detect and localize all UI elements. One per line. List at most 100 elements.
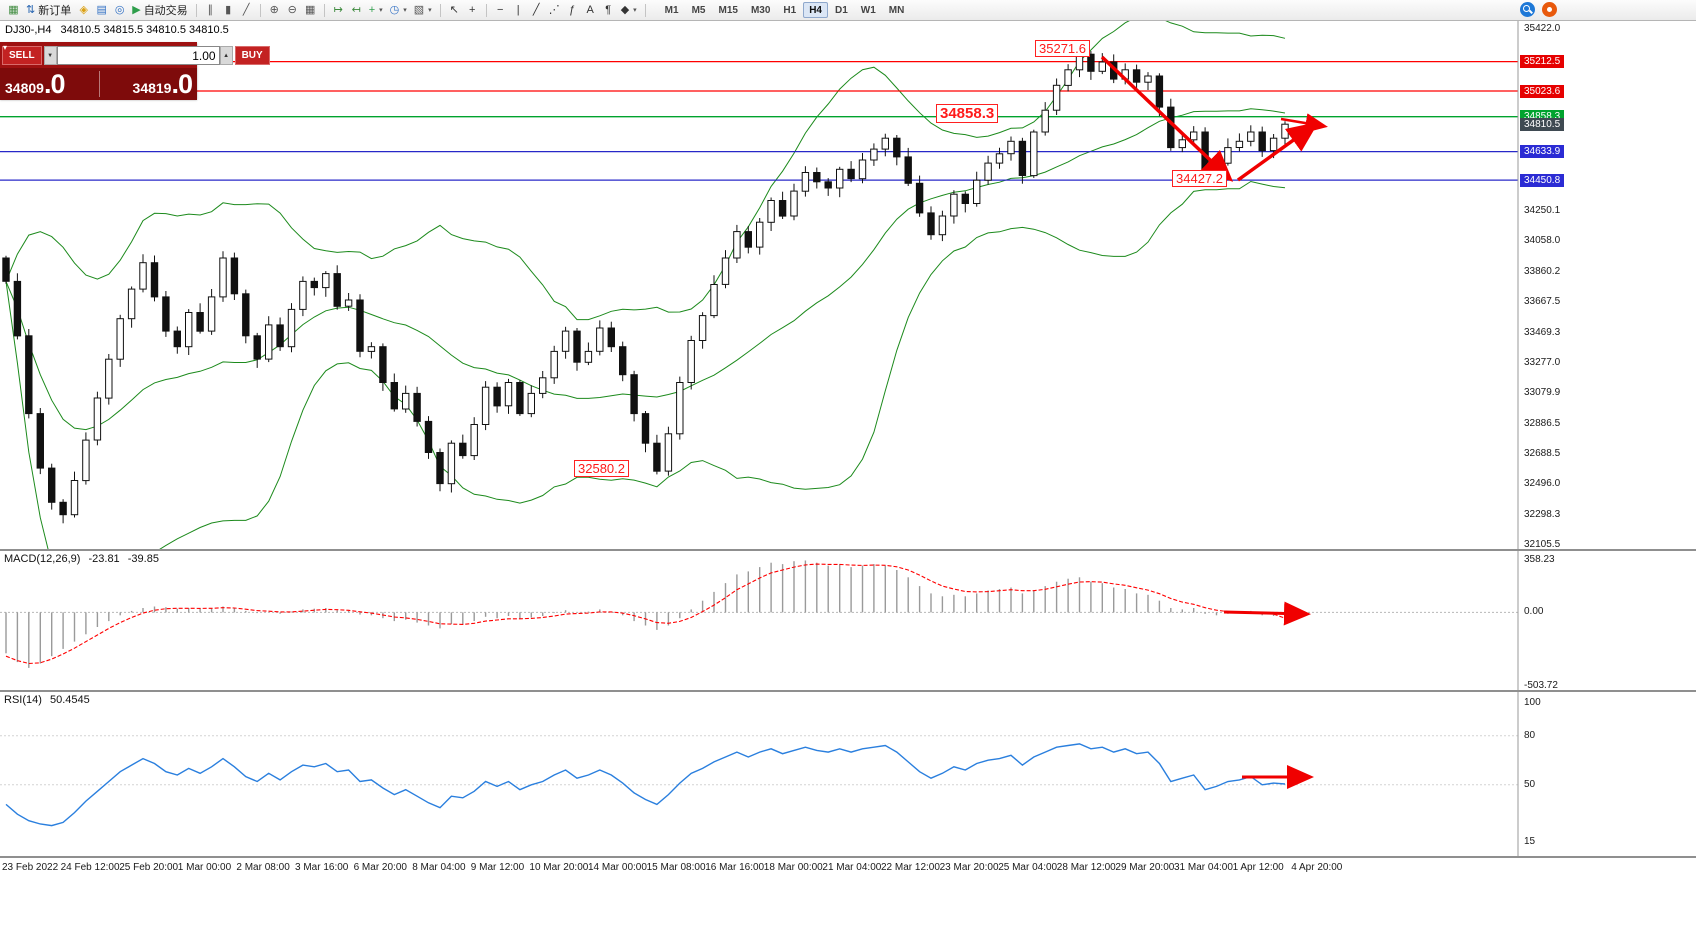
text-button[interactable]: A bbox=[582, 2, 599, 19]
toolbar-group: − | ╱ ⋰ ƒ A ¶ ◆ ▾ bbox=[490, 2, 642, 19]
play-icon: ▶ bbox=[132, 3, 141, 16]
zoom-out-icon: ⊖ bbox=[287, 3, 297, 16]
sell-button[interactable]: SELL bbox=[2, 46, 42, 65]
fibonacci-button[interactable]: ƒ bbox=[564, 2, 581, 19]
crosshair-button[interactable]: + bbox=[464, 2, 481, 19]
rsi-value: 50.4545 bbox=[49, 694, 90, 706]
rsi-axis-label: 15 bbox=[1524, 836, 1536, 847]
candlesticks bbox=[2, 49, 1289, 524]
time-axis-label: 28 Mar 12:00 bbox=[1056, 862, 1116, 873]
channel-button[interactable]: ⋰ bbox=[546, 2, 563, 19]
horizontal-line-icon: − bbox=[496, 3, 504, 16]
tile-windows-button[interactable]: ▦ bbox=[302, 2, 319, 19]
time-axis-label: 6 Mar 20:00 bbox=[353, 862, 407, 873]
price-annotation[interactable]: 35271.6 bbox=[1035, 40, 1090, 57]
panel-separator[interactable] bbox=[0, 549, 1696, 551]
price-annotation[interactable]: 34858.3 bbox=[936, 104, 999, 123]
vertical-line-icon: | bbox=[516, 3, 520, 16]
rsi-panel: RSI(14) 50.4545 100 80 50 15 bbox=[0, 692, 1696, 856]
macd-name: MACD(12,26,9) bbox=[4, 553, 81, 565]
search-icon[interactable] bbox=[1520, 2, 1535, 17]
add-indicator-icon: + bbox=[368, 3, 376, 16]
zoom-out-button[interactable]: ⊖ bbox=[284, 2, 301, 19]
rsi-name: RSI(14) bbox=[4, 694, 42, 706]
panel-separator[interactable] bbox=[0, 690, 1696, 692]
timeframe-mn[interactable]: MN bbox=[883, 2, 911, 18]
rsi-line bbox=[5, 743, 1286, 827]
buy-button[interactable]: BUY bbox=[234, 46, 270, 65]
macd-histogram bbox=[5, 560, 1286, 668]
text-icon: A bbox=[586, 3, 594, 16]
bar-chart-button[interactable]: ∥ bbox=[202, 2, 219, 19]
market-watch-icon: ▤ bbox=[96, 3, 107, 16]
time-axis[interactable]: 23 Feb 2022 24 Feb 12:00 25 Feb 20:00 1 Mar… bbox=[0, 858, 1696, 942]
periods-button[interactable]: ◷ ▾ bbox=[387, 2, 410, 19]
timeframe-m5[interactable]: M5 bbox=[686, 2, 712, 18]
price-chart-canvas[interactable] bbox=[0, 20, 1696, 549]
template-icon: ▧ bbox=[413, 3, 425, 16]
shapes-button[interactable]: ◆ ▾ bbox=[618, 2, 640, 19]
buy-price-main: 34819 bbox=[132, 80, 172, 96]
candlestick-button[interactable]: ▮ bbox=[220, 2, 237, 19]
toolbar: ▦ ⇅ 新订单 ◈ ▤ ◎ ▶ 自动交易 ∥ ▮ ╱ ⊕ ⊖ ▦ ↦ ↤ + ▾ ◷ ▾ ▧ ▾ ↖ + − | ╱ ⋰ ƒ A ¶ ◆ ▾ M1… bbox=[0, 0, 1696, 21]
auto-trading-button[interactable]: ▶ 自动交易 bbox=[129, 2, 190, 19]
trend-arrow[interactable] bbox=[1236, 121, 1319, 182]
cursor-button[interactable]: ↖ bbox=[446, 2, 463, 19]
sell-price[interactable]: 34809 .0 bbox=[5, 71, 65, 100]
market-watch-button[interactable]: ▤ bbox=[93, 2, 110, 19]
macd-panel: MACD(12,26,9) -23.81 -39.85 358.23 0.00 -5… bbox=[0, 551, 1696, 691]
toolbar-group: ▦ ⇅ 新订单 ◈ ▤ ◎ ▶ 自动交易 bbox=[3, 2, 193, 19]
price-divider bbox=[98, 71, 100, 97]
trend-arrow[interactable] bbox=[1223, 601, 1311, 626]
indicators-button[interactable]: + ▾ bbox=[366, 2, 386, 19]
auto-scroll-button[interactable]: ↦ bbox=[330, 2, 347, 19]
new-chart-button[interactable]: ▦ bbox=[5, 2, 22, 19]
rsi-axis-label: 50 bbox=[1524, 778, 1536, 790]
timeframe-m1[interactable]: M1 bbox=[659, 2, 685, 18]
trendline-button[interactable]: ╱ bbox=[528, 2, 545, 19]
volume-input[interactable] bbox=[56, 46, 220, 65]
timeframe-m30[interactable]: M30 bbox=[745, 2, 776, 18]
alert-icon[interactable] bbox=[1542, 2, 1557, 17]
zoom-in-button[interactable]: ⊕ bbox=[266, 2, 283, 19]
volume-decrease-button[interactable]: ▼ bbox=[43, 46, 57, 65]
candlestick-icon: ▮ bbox=[225, 3, 232, 16]
toolbar-group: ⊕ ⊖ ▦ bbox=[264, 2, 321, 19]
macd-canvas[interactable] bbox=[0, 551, 1696, 690]
macd-axis-label: 0.00 bbox=[1524, 606, 1544, 618]
vertical-line-button[interactable]: | bbox=[510, 2, 527, 19]
toolbar-separator bbox=[485, 3, 487, 17]
panel-separator[interactable] bbox=[0, 856, 1696, 858]
templates-button[interactable]: ▧ ▾ bbox=[411, 2, 435, 19]
timeframe-w1[interactable]: W1 bbox=[855, 2, 882, 18]
ohlc-bars-icon: ∥ bbox=[207, 3, 213, 16]
price-axis-label: 34058.0 bbox=[1524, 235, 1561, 247]
panel-collapse-icon[interactable]: ▾ bbox=[3, 43, 8, 52]
dropdown-caret-icon: ▾ bbox=[428, 7, 432, 14]
new-order-button[interactable]: ⇅ 新订单 bbox=[23, 2, 74, 19]
line-chart-button[interactable]: ╱ bbox=[238, 2, 255, 19]
trend-arrow[interactable] bbox=[1100, 55, 1234, 182]
timeframe-m15[interactable]: M15 bbox=[712, 2, 743, 18]
timeframe-h4[interactable]: H4 bbox=[803, 2, 828, 18]
buy-price[interactable]: 34819 .0 bbox=[132, 71, 193, 100]
navigator-button[interactable]: ◎ bbox=[111, 2, 128, 19]
timeframe-h1[interactable]: H1 bbox=[777, 2, 802, 18]
rsi-canvas[interactable] bbox=[0, 692, 1696, 856]
chart-plus-icon: ▦ bbox=[8, 3, 19, 16]
price-annotation[interactable]: 32580.2 bbox=[574, 460, 629, 477]
one-click-trading-button[interactable]: ◈ bbox=[75, 2, 92, 19]
label-button[interactable]: ¶ bbox=[600, 2, 617, 19]
price-annotation[interactable]: 34427.2 bbox=[1172, 170, 1227, 187]
toolbar-group: ∥ ▮ ╱ bbox=[200, 2, 257, 19]
time-axis-label: 4 Apr 20:00 bbox=[1291, 862, 1343, 873]
dropdown-caret-icon: ▾ bbox=[379, 7, 383, 14]
chart-shift-button[interactable]: ↤ bbox=[348, 2, 365, 19]
horizontal-line-button[interactable]: − bbox=[492, 2, 509, 19]
current-price-tag: 34810.5 bbox=[1520, 117, 1565, 131]
timeframe-d1[interactable]: D1 bbox=[829, 2, 854, 18]
time-axis-label: 9 Mar 12:00 bbox=[470, 862, 525, 873]
auto-scroll-icon: ↦ bbox=[333, 3, 343, 16]
volume-increase-button[interactable]: ▲ bbox=[219, 46, 233, 65]
trend-arrow[interactable] bbox=[1280, 113, 1328, 133]
